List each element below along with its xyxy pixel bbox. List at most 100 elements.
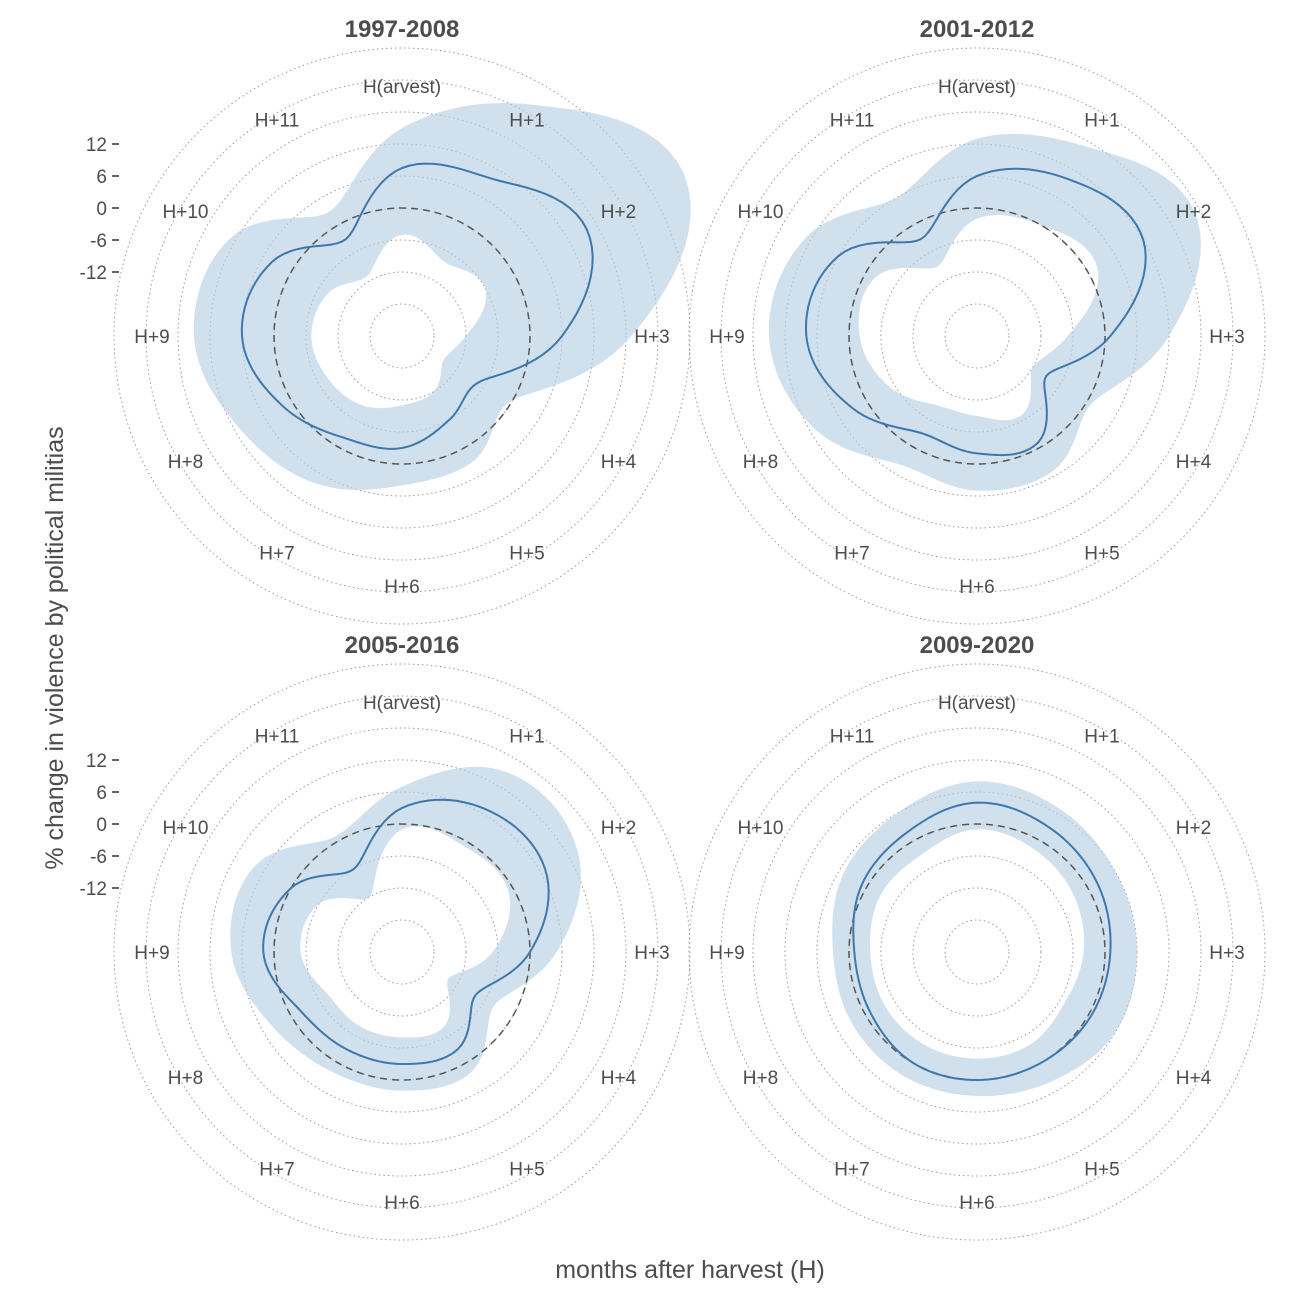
- spoke-label: H+3: [634, 327, 669, 348]
- spoke-label: H+4: [1176, 1068, 1212, 1089]
- spoke-label: H+1: [509, 727, 544, 748]
- panel-title: 2009-2020: [920, 632, 1035, 659]
- grid-circle: [241, 791, 563, 1113]
- grid-circle: [944, 919, 1010, 985]
- grid-circle: [337, 887, 467, 1017]
- radar-panel: 2005-2016 H(arvest) H+1 H+2 H+3 H+4 H+5 H+6 H+7 H…: [80, 632, 691, 1241]
- zero-reference-circle: [273, 207, 531, 465]
- y-axis-title: % change in violence by political militi…: [41, 426, 69, 869]
- estimate-line: [804, 167, 1147, 457]
- spoke-label: H+5: [1084, 1160, 1119, 1181]
- confidence-band: [193, 103, 691, 490]
- spoke-label: H+2: [601, 818, 636, 839]
- radial-tick-label: -6: [90, 847, 107, 868]
- spoke-label: H+10: [738, 818, 784, 839]
- spoke-label: H(arvest): [938, 693, 1016, 714]
- panel-title: 2001-2012: [920, 16, 1035, 43]
- grid-circle: [369, 303, 435, 369]
- grid-circle: [880, 855, 1074, 1049]
- confidence-band: [768, 133, 1201, 491]
- grid-circle: [912, 271, 1042, 401]
- radial-tick-label: 12: [86, 751, 107, 772]
- spoke-label: H+5: [509, 1160, 544, 1181]
- panel-title: 2005-2016: [345, 632, 460, 659]
- spoke-label: H+6: [384, 1193, 419, 1214]
- spoke-label: H+11: [255, 727, 300, 748]
- radial-tick-label: 6: [96, 167, 107, 188]
- spoke-label: H(arvest): [938, 77, 1016, 98]
- spoke-label: H+9: [134, 327, 169, 348]
- estimate-line: [240, 162, 594, 450]
- spoke-label: H+7: [259, 1160, 294, 1181]
- spoke-label: H+3: [1209, 327, 1244, 348]
- radial-tick-label: -12: [80, 263, 107, 284]
- radial-tick-label: 0: [96, 815, 107, 836]
- radar-panel: 2009-2020 H(arvest) H+1 H+2 H+3 H+4 H+5 H+6 H+7 H…: [688, 632, 1266, 1241]
- spoke-label: H+5: [1084, 544, 1119, 565]
- grid-circle: [113, 663, 691, 1241]
- spoke-label: H+4: [1176, 452, 1212, 473]
- spoke-label: H+10: [163, 818, 209, 839]
- spoke-label: H+4: [601, 452, 637, 473]
- chart-panels: 1997-2008 H(arvest) H+1 H+2 H+3 H+4 H+5 H+6 H+7 H…: [80, 16, 1266, 1241]
- spoke-label: H+1: [1084, 111, 1119, 132]
- spoke-label: H+5: [509, 544, 544, 565]
- spoke-label: H+10: [738, 202, 784, 223]
- spoke-label: H+2: [1176, 202, 1211, 223]
- zero-reference-circle: [848, 823, 1106, 1081]
- grid-circle: [145, 695, 659, 1209]
- grid-circle: [752, 727, 1202, 1177]
- spoke-label: H+3: [634, 943, 669, 964]
- grid-circle: [720, 79, 1234, 593]
- grid-circle: [720, 695, 1234, 1209]
- radial-tick-label: -12: [80, 879, 107, 900]
- spoke-label: H+11: [255, 111, 300, 132]
- spoke-label: H+1: [1084, 727, 1119, 748]
- spoke-label: H+8: [743, 452, 778, 473]
- spoke-label: H+7: [834, 544, 869, 565]
- grid-circle: [752, 111, 1202, 561]
- spoke-label: H(arvest): [363, 77, 441, 98]
- spoke-label: H(arvest): [363, 693, 441, 714]
- spoke-label: H+11: [830, 111, 875, 132]
- spoke-label: H+9: [709, 943, 744, 964]
- radial-tick-label: 0: [96, 199, 107, 220]
- grid-circle: [145, 79, 659, 593]
- radar-panel: 1997-2008 H(arvest) H+1 H+2 H+3 H+4 H+5 H+6 H+7 H…: [80, 16, 691, 625]
- radar-panel: 2001-2012 H(arvest) H+1 H+2 H+3 H+4 H+5 H+6 H+7 H…: [688, 16, 1266, 625]
- spoke-label: H+6: [959, 577, 994, 598]
- grid-circle: [688, 663, 1266, 1241]
- spoke-label: H+8: [168, 1068, 203, 1089]
- grid-circle: [784, 759, 1170, 1145]
- spoke-label: H+2: [1176, 818, 1211, 839]
- spoke-label: H+6: [959, 1193, 994, 1214]
- panel-title: 1997-2008: [345, 16, 460, 43]
- grid-circle: [912, 887, 1042, 1017]
- spoke-label: H+9: [134, 943, 169, 964]
- spoke-label: H+7: [259, 544, 294, 565]
- spoke-label: H+7: [834, 1160, 869, 1181]
- radial-tick-label: 12: [86, 135, 107, 156]
- spoke-label: H+9: [709, 327, 744, 348]
- grid-circle: [113, 47, 691, 625]
- spoke-label: H+10: [163, 202, 209, 223]
- confidence-band: [832, 781, 1137, 1097]
- radial-tick-label: -6: [90, 231, 107, 252]
- spoke-label: H+3: [1209, 943, 1244, 964]
- grid-circle: [209, 759, 595, 1145]
- spoke-label: H+8: [743, 1068, 778, 1089]
- spoke-label: H+11: [830, 727, 875, 748]
- estimate-line: [262, 798, 550, 1065]
- spoke-label: H+8: [168, 452, 203, 473]
- radial-tick-label: 6: [96, 783, 107, 804]
- spoke-label: H+6: [384, 577, 419, 598]
- confidence-band: [230, 766, 581, 1091]
- grid-circle: [944, 303, 1010, 369]
- spoke-label: H+4: [601, 1068, 637, 1089]
- grid-circle: [369, 919, 435, 985]
- zero-reference-circle: [848, 207, 1106, 465]
- spoke-label: H+2: [601, 202, 636, 223]
- grid-circle: [688, 47, 1266, 625]
- spoke-label: H+1: [509, 111, 544, 132]
